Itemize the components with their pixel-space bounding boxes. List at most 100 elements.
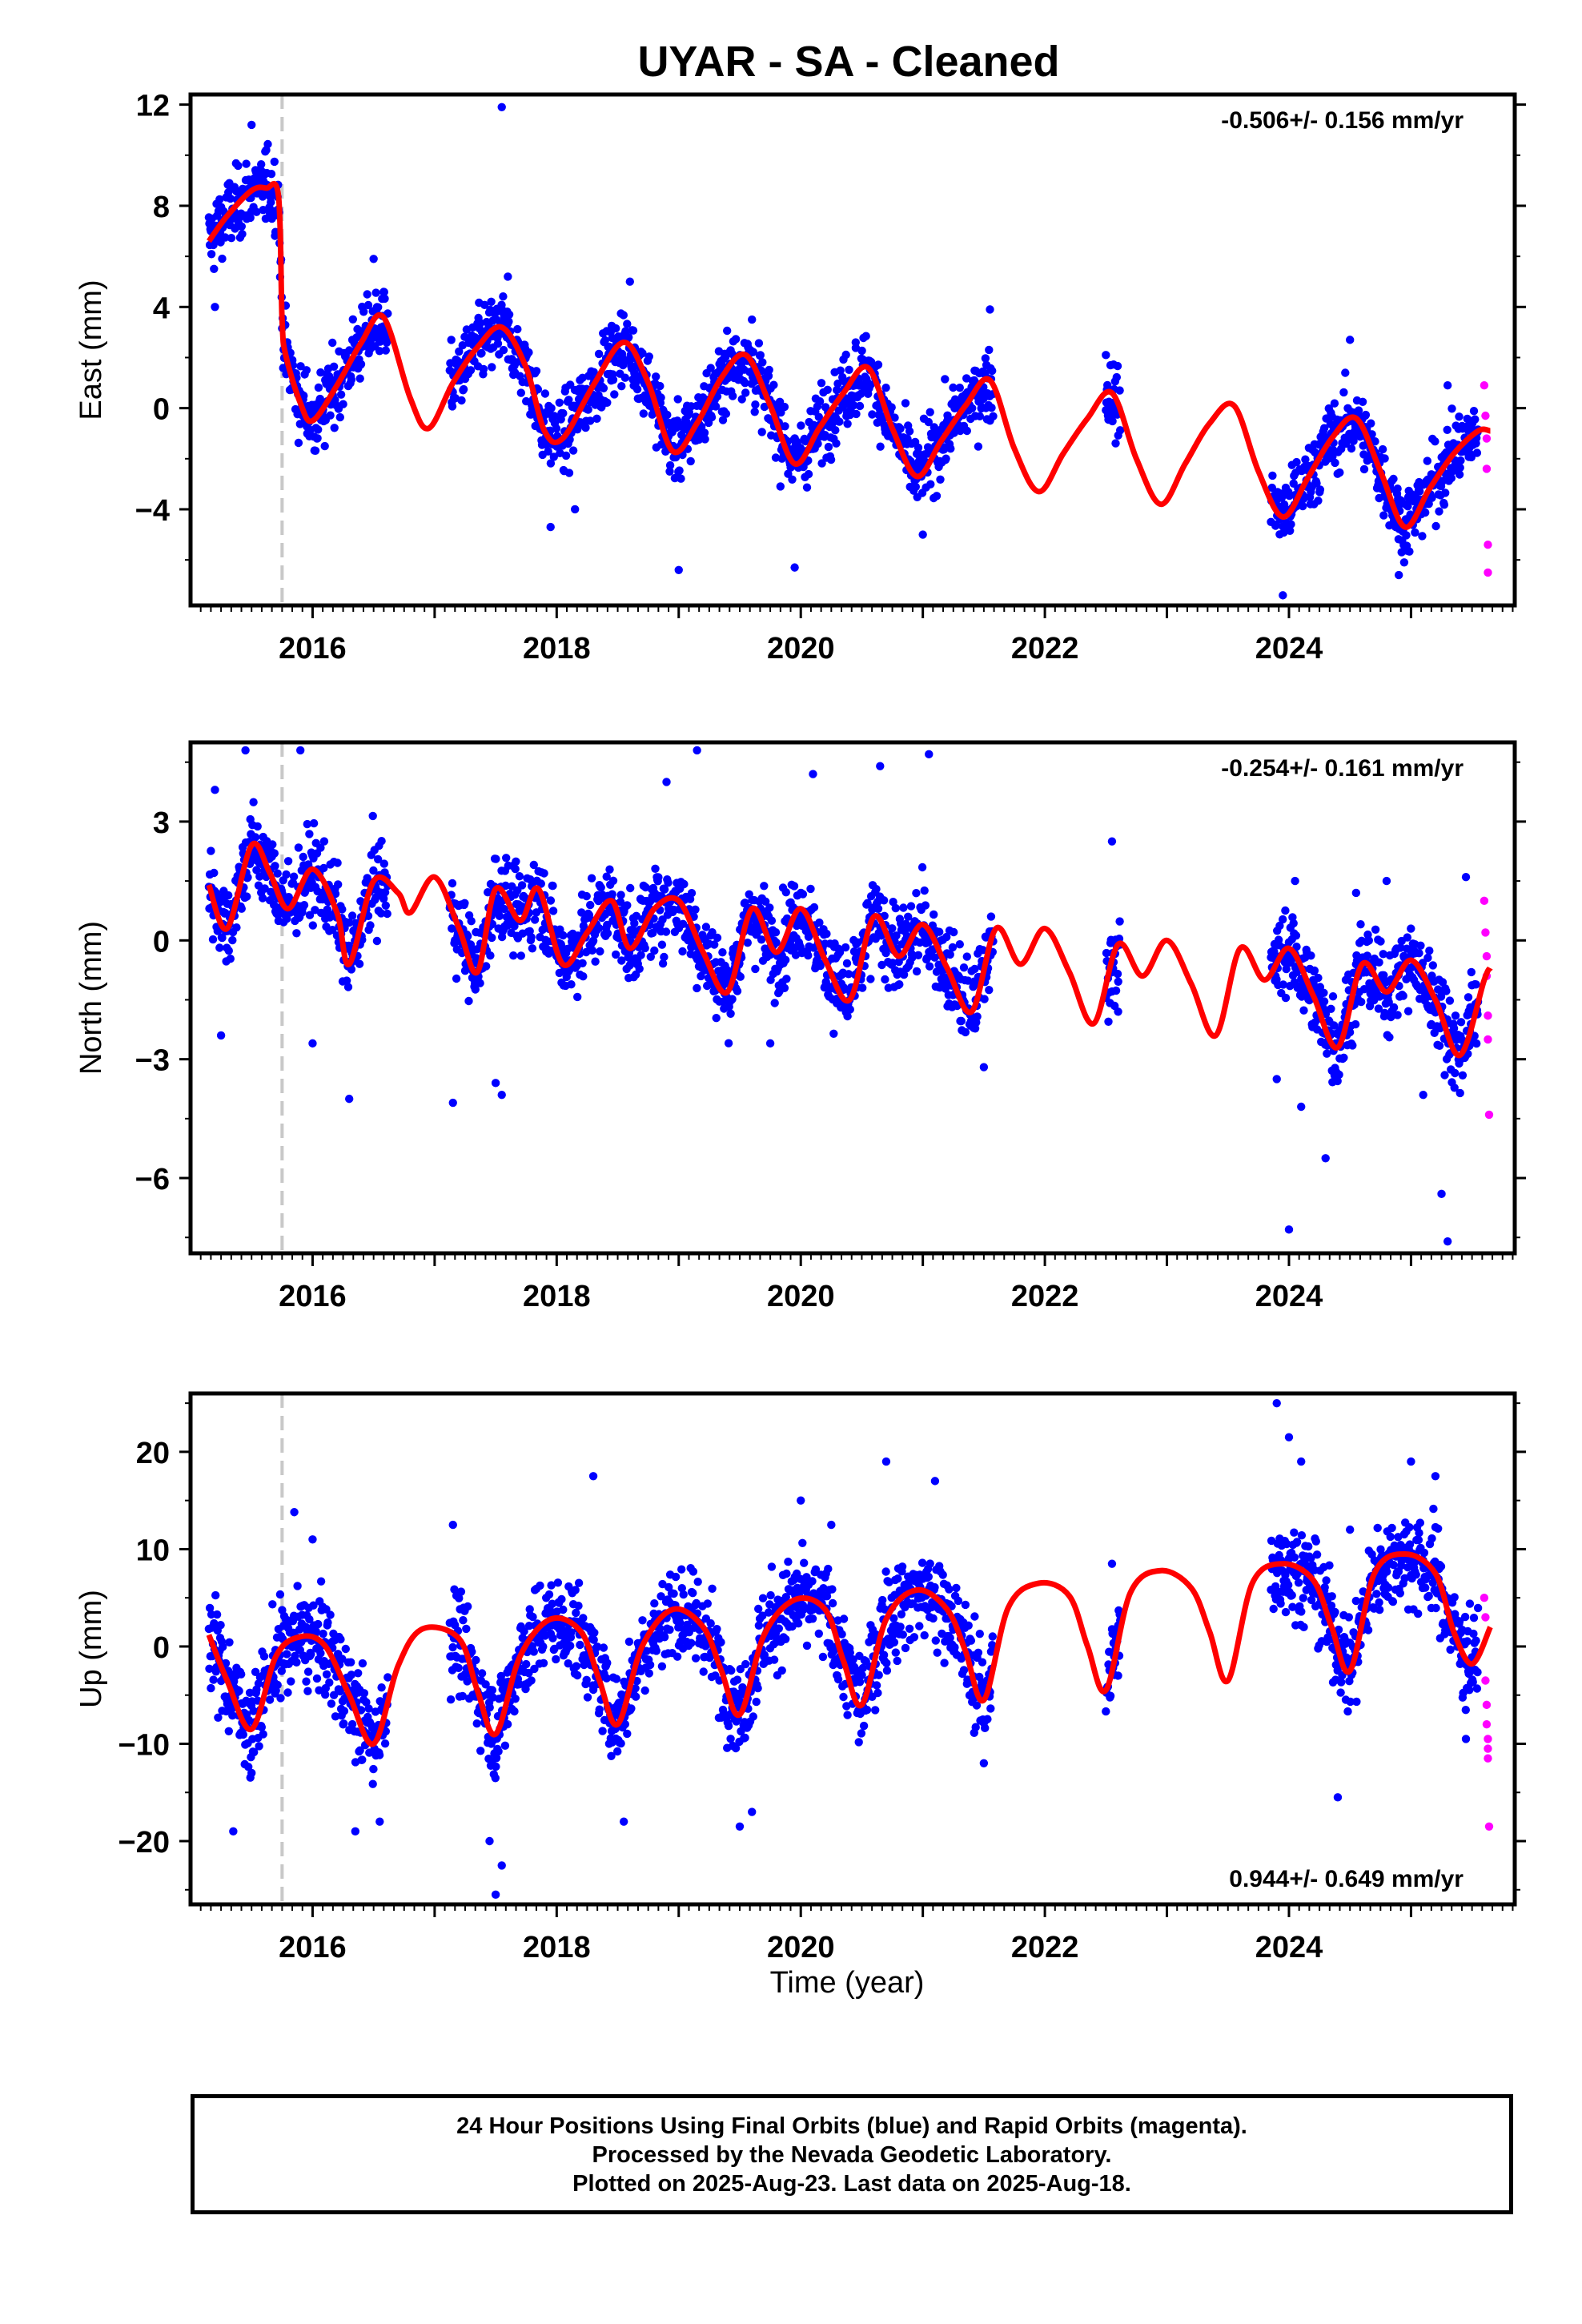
- final-orbit-point: [299, 901, 309, 910]
- final-orbit-point: [660, 885, 669, 894]
- final-orbit-point: [218, 933, 227, 943]
- final-orbit-point: [1339, 1053, 1348, 1063]
- final-orbit-point: [816, 961, 825, 971]
- final-orbit-point: [321, 1690, 330, 1699]
- y-axis-title: North (mm): [74, 921, 108, 1075]
- final-orbit-point: [502, 854, 511, 862]
- final-orbit-point: [455, 347, 464, 356]
- final-orbit-point: [208, 935, 218, 944]
- final-orbit-point: [1407, 924, 1415, 933]
- final-orbit-point: [1438, 476, 1447, 485]
- final-orbit-point: [866, 975, 875, 983]
- final-orbit-point: [532, 367, 541, 376]
- final-orbit-point: [1389, 474, 1398, 484]
- final-orbit-point: [209, 1675, 218, 1684]
- final-orbit-point: [676, 1618, 685, 1627]
- final-orbit-point: [1321, 1154, 1330, 1163]
- final-orbit-point: [591, 957, 600, 966]
- final-orbit-point: [758, 358, 767, 367]
- final-orbit-point: [296, 362, 305, 371]
- final-orbit-point: [693, 746, 701, 755]
- final-orbit-point: [339, 1719, 348, 1728]
- final-orbit-point: [226, 194, 235, 203]
- final-orbit-point: [460, 332, 469, 341]
- final-orbit-point: [589, 1635, 598, 1644]
- final-orbit-point: [751, 400, 760, 409]
- final-orbit-point: [673, 395, 682, 404]
- final-orbit-point: [632, 1692, 640, 1701]
- final-orbit-point: [528, 944, 537, 953]
- final-orbit-point: [574, 1602, 583, 1610]
- final-orbit-point: [636, 951, 645, 959]
- final-orbit-point: [364, 1704, 373, 1713]
- final-orbit-point: [1299, 501, 1307, 511]
- final-orbit-point: [1435, 507, 1443, 516]
- final-orbit-point: [479, 364, 488, 374]
- final-orbit-point: [374, 303, 383, 312]
- final-orbit-point: [579, 972, 588, 981]
- final-orbit-point: [974, 442, 983, 451]
- final-orbit-point: [471, 985, 480, 994]
- x-tick-label: 2018: [523, 1280, 591, 1313]
- final-orbit-point: [959, 963, 969, 972]
- final-orbit-point: [271, 862, 279, 870]
- final-orbit-point: [689, 1589, 697, 1598]
- final-orbit-point: [552, 1655, 560, 1664]
- final-orbit-point: [258, 894, 267, 903]
- final-orbit-point: [1112, 372, 1122, 382]
- plot-area-up: [204, 1393, 1494, 1904]
- final-orbit-point: [268, 840, 277, 849]
- model-curve-north: [206, 840, 1493, 1059]
- final-orbit-point: [1456, 456, 1465, 465]
- final-orbit-point: [530, 1664, 539, 1674]
- final-orbit-point: [1279, 591, 1287, 600]
- final-orbit-point: [934, 960, 943, 969]
- final-orbit-point: [283, 1650, 291, 1659]
- final-orbit-point: [583, 1693, 592, 1702]
- final-orbit-point: [797, 421, 805, 430]
- final-orbit-point: [342, 976, 351, 985]
- x-tick-label: 2022: [1011, 632, 1079, 665]
- final-orbit-point: [1449, 1023, 1459, 1033]
- final-orbit-point: [1272, 1075, 1281, 1084]
- final-orbit-point: [495, 911, 504, 921]
- rapid-orbit-point: [1480, 896, 1489, 906]
- final-orbit-point: [292, 929, 301, 938]
- final-orbit-point: [1375, 958, 1383, 967]
- final-orbit-point: [448, 1642, 457, 1652]
- final-orbit-point: [363, 290, 371, 299]
- final-orbit-point: [608, 890, 616, 899]
- final-orbit-point: [250, 1747, 259, 1757]
- final-orbit-point: [660, 952, 669, 962]
- final-orbit-point: [741, 388, 750, 397]
- final-orbit-point: [657, 1662, 667, 1671]
- final-orbit-point: [1472, 448, 1482, 457]
- x-tick-label: 2016: [279, 1280, 347, 1313]
- final-orbit-point: [254, 1679, 263, 1688]
- final-orbit-point: [1346, 336, 1355, 344]
- final-orbit-point: [232, 923, 241, 932]
- final-orbit-point: [464, 931, 472, 941]
- final-orbit-point: [1443, 381, 1452, 390]
- final-orbit-point: [472, 1655, 480, 1665]
- final-orbit-point: [1427, 493, 1436, 502]
- final-orbit-point: [844, 970, 853, 979]
- final-orbit-point: [529, 860, 538, 870]
- final-orbit-point: [381, 901, 390, 911]
- final-orbit-point: [703, 1599, 712, 1608]
- final-orbit-point: [1113, 361, 1122, 371]
- final-orbit-point: [374, 854, 383, 864]
- final-orbit-point: [723, 326, 732, 336]
- rapid-orbit-point: [1484, 568, 1492, 577]
- final-orbit-point: [257, 1723, 266, 1731]
- final-orbit-point: [448, 879, 457, 888]
- final-orbit-point: [336, 1634, 345, 1644]
- final-orbit-point: [988, 366, 997, 376]
- final-orbit-point: [215, 195, 224, 204]
- final-orbit-point: [706, 364, 715, 372]
- final-orbit-point: [623, 320, 632, 328]
- final-orbit-point: [1421, 508, 1430, 517]
- final-orbit-point: [559, 1605, 568, 1614]
- final-orbit-point: [253, 822, 262, 831]
